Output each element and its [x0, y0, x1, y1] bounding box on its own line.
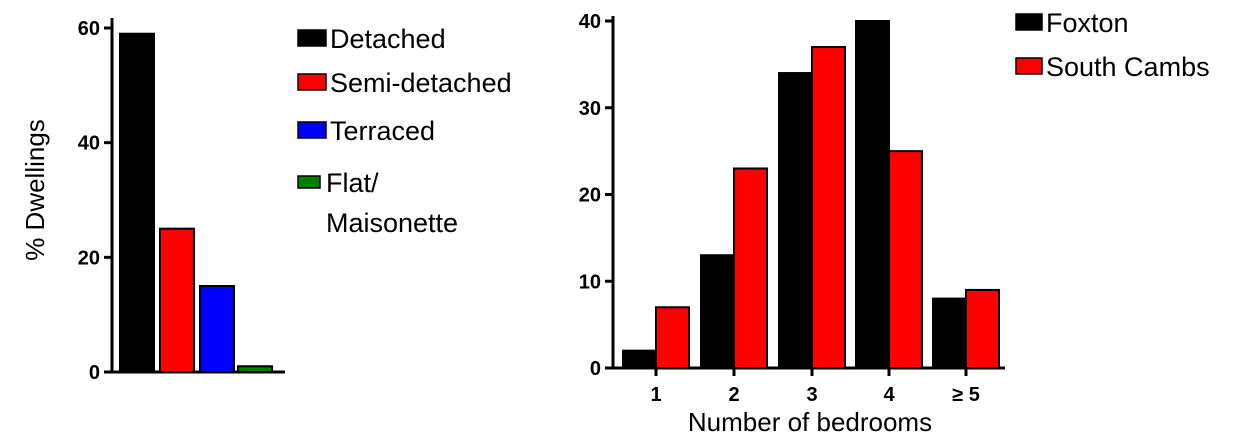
bar-south-cambs-3	[811, 46, 846, 370]
x-tick-label: 3	[806, 384, 817, 406]
legend-label: Flat/	[326, 168, 379, 198]
bar-2	[159, 227, 195, 373]
bar-3	[199, 285, 235, 373]
bar-foxton-4	[855, 20, 890, 369]
legend-label: Foxton	[1046, 8, 1129, 38]
bar-foxton-1	[622, 349, 657, 369]
bar-foxton-3	[778, 72, 813, 370]
legend-label: South Cambs	[1046, 52, 1210, 82]
y-tick-label: 40	[78, 133, 100, 155]
dwelling-type-chart: 0 20 40 60 % Dwellings Detached Semi-detached T…	[20, 18, 512, 384]
x-tick-label: ≥ 5	[952, 384, 980, 406]
bar-foxton-2	[700, 254, 735, 370]
bar-south-cambs-1	[655, 306, 690, 369]
y-tick-label: 40	[579, 11, 601, 33]
legend-label: Semi-detached	[330, 68, 512, 98]
y-tick-label: 60	[78, 18, 100, 40]
y-tick-label: 30	[579, 98, 601, 120]
legend-swatch	[1015, 57, 1043, 75]
bar-south-cambs-4	[888, 150, 923, 369]
y-tick-label: 20	[579, 185, 601, 207]
bar-south-cambs-2	[733, 167, 768, 369]
y-tick-label: 10	[579, 271, 601, 293]
x-axis-title: Number of bedrooms	[688, 407, 932, 437]
legend-swatch	[297, 29, 327, 47]
legend-swatch	[297, 121, 327, 139]
legend-swatch	[1015, 13, 1043, 31]
legend-swatch	[297, 73, 327, 91]
x-tick-label: 2	[728, 384, 739, 406]
legend-swatch	[297, 175, 321, 189]
x-tick-label: 1	[650, 384, 661, 406]
bedrooms-chart: 0 10 20 30 40 1 2 3 4 ≥ 5 Number of bedrooms Foxton…	[579, 8, 1210, 437]
legend-label: Detached	[330, 24, 446, 54]
y-tick-label: 0	[89, 362, 100, 384]
y-tick-label: 0	[590, 358, 601, 380]
bar-foxton-5	[932, 297, 967, 370]
legend-label: Maisonette	[326, 208, 458, 238]
y-axis-title: % Dwellings	[20, 119, 50, 261]
x-tick-label: 4	[883, 384, 895, 406]
bar-1	[119, 32, 155, 373]
bar-south-cambs-5	[965, 288, 1000, 369]
legend-label: Terraced	[330, 116, 435, 146]
bar-4	[237, 365, 273, 373]
y-tick-label: 20	[78, 247, 100, 269]
